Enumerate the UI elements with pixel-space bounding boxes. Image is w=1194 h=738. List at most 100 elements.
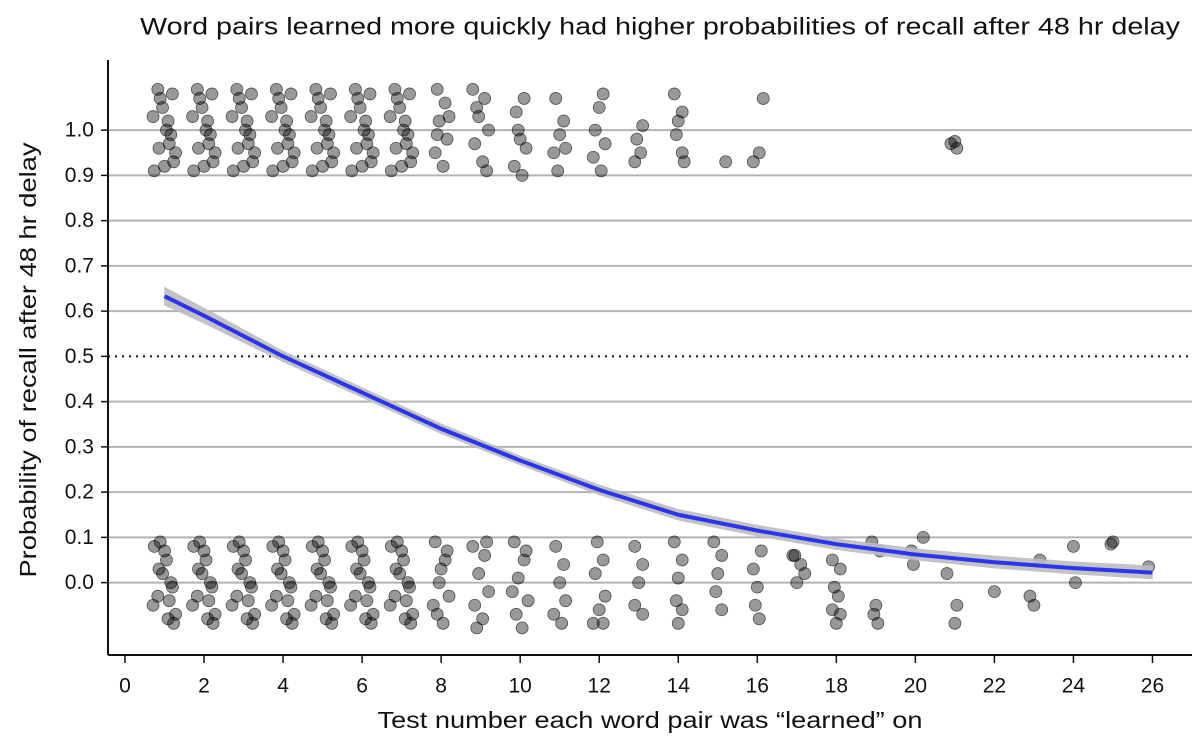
point [628, 155, 642, 169]
point [871, 616, 885, 630]
point [208, 146, 222, 160]
point [195, 567, 209, 580]
point [478, 92, 492, 105]
point [351, 92, 365, 105]
point [314, 567, 328, 580]
point [468, 137, 482, 151]
x-tick-label: 14 [667, 675, 691, 698]
point [350, 141, 363, 155]
point [833, 562, 847, 576]
point [636, 607, 650, 621]
point [401, 128, 415, 142]
point [344, 598, 358, 612]
point [588, 567, 602, 580]
y-tick-label: 0.1 [65, 526, 94, 549]
point [719, 155, 733, 169]
point [366, 607, 380, 621]
y-axis-label: Probability of recall after 48 hr delay [15, 142, 41, 578]
y-tick-label: 0.0 [65, 571, 94, 594]
point [988, 585, 1001, 599]
point [384, 540, 398, 553]
point [197, 159, 211, 173]
point [748, 598, 762, 612]
point [205, 87, 219, 101]
point [389, 141, 403, 155]
point [472, 567, 486, 580]
point [248, 607, 262, 621]
point [468, 598, 482, 612]
point [549, 92, 563, 105]
point [715, 603, 729, 617]
point [825, 603, 839, 617]
point [628, 540, 642, 553]
point [519, 141, 533, 155]
point [513, 132, 527, 146]
point [596, 87, 610, 101]
point [1104, 537, 1118, 551]
point [553, 576, 567, 590]
point [398, 114, 412, 128]
point [630, 132, 644, 146]
point [790, 576, 804, 590]
x-tick-label: 0 [119, 675, 131, 698]
point [203, 128, 217, 142]
point [476, 612, 490, 626]
point [438, 96, 452, 110]
point [480, 535, 493, 549]
point [831, 589, 845, 603]
point [186, 598, 199, 612]
point [310, 141, 324, 155]
point [559, 594, 573, 608]
point [592, 603, 606, 617]
point [754, 544, 768, 558]
point [671, 114, 685, 128]
point [798, 567, 812, 580]
point [1027, 598, 1041, 612]
point [1106, 535, 1120, 549]
point [1069, 576, 1082, 590]
point [711, 567, 725, 580]
chart-title: Word pairs learned more quickly had high… [140, 13, 1180, 40]
point [235, 567, 248, 580]
point [557, 558, 571, 571]
y-tick-label: 0.7 [65, 254, 94, 277]
point [311, 92, 325, 105]
point [440, 544, 454, 558]
x-tick-label: 2 [198, 675, 210, 698]
point [406, 146, 420, 160]
point [950, 598, 964, 612]
point [549, 540, 563, 553]
point [521, 594, 535, 608]
point [231, 141, 245, 155]
point [628, 598, 642, 612]
point [480, 164, 493, 178]
point [156, 567, 169, 580]
point [509, 607, 523, 621]
x-tick-label: 12 [588, 675, 611, 698]
point [442, 110, 456, 123]
point [164, 128, 178, 142]
point [515, 168, 529, 182]
point [426, 598, 440, 612]
point [158, 159, 171, 173]
point [280, 612, 294, 626]
point [272, 92, 286, 105]
point [788, 549, 802, 562]
point [436, 159, 450, 173]
point [632, 576, 646, 590]
point [345, 540, 359, 553]
point [192, 141, 205, 155]
point [667, 87, 681, 101]
point [430, 83, 444, 96]
point [669, 594, 683, 608]
y-tick-label: 0.2 [65, 481, 94, 504]
point [746, 562, 760, 576]
point [592, 101, 606, 114]
point [478, 549, 492, 562]
point [169, 146, 182, 160]
point [675, 553, 689, 567]
point [225, 598, 239, 612]
x-tick-label: 24 [1062, 675, 1086, 698]
point [274, 567, 288, 580]
point [709, 585, 723, 599]
